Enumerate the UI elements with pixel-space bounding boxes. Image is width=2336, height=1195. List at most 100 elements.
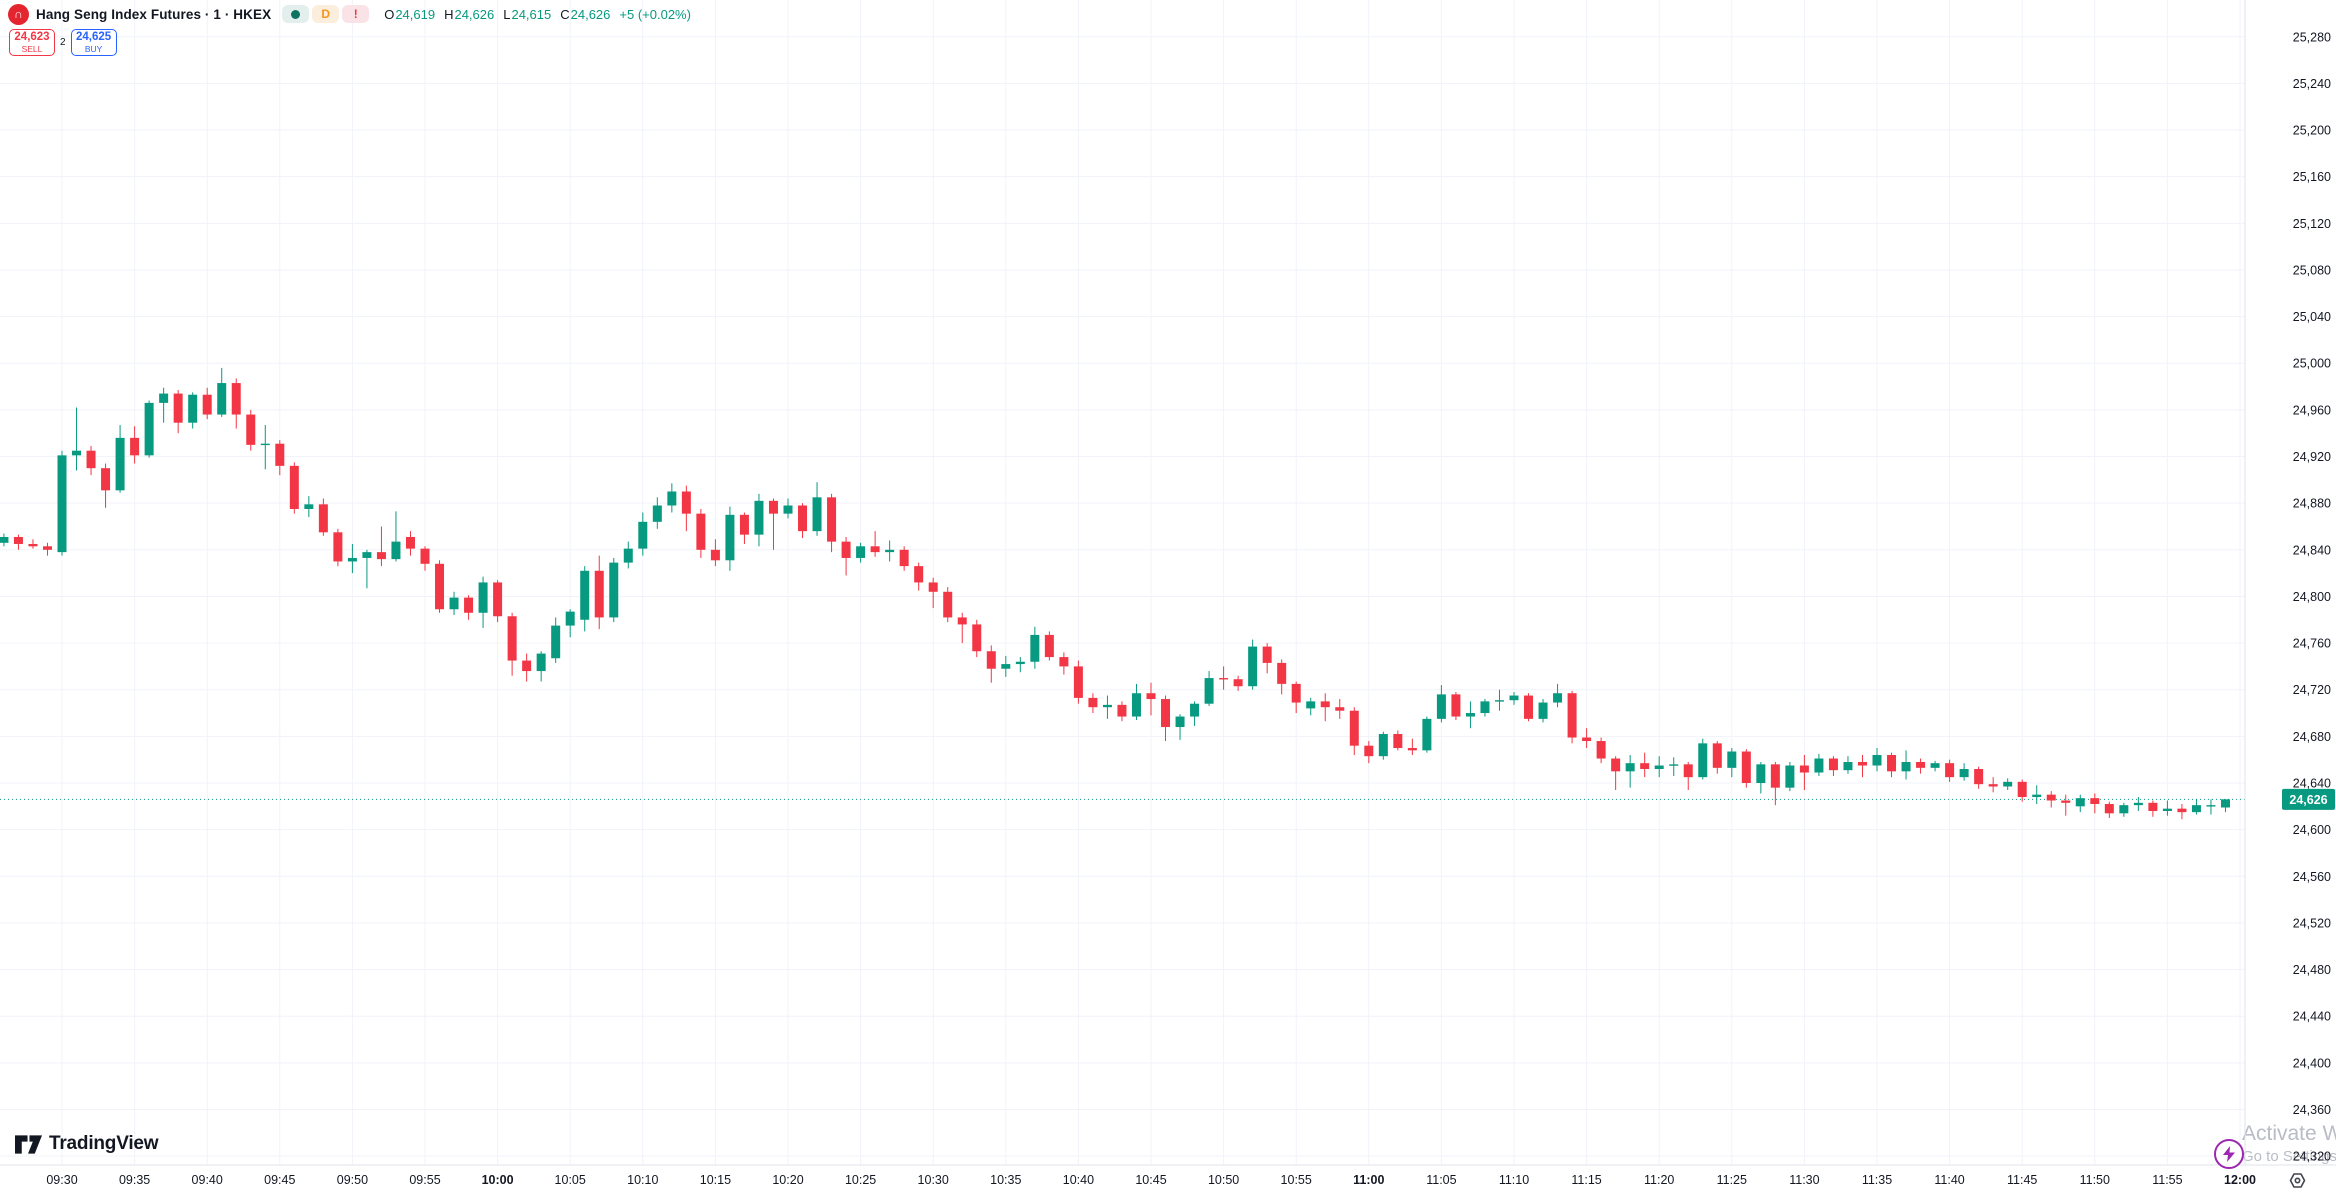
time-tick-label[interactable]: 12:00 — [2224, 1173, 2256, 1187]
price-tick-label[interactable]: 24,320 — [2293, 1150, 2331, 1164]
time-tick-label[interactable]: 10:55 — [1281, 1173, 1312, 1187]
price-tick-label[interactable]: 24,480 — [2293, 963, 2331, 977]
candle — [1131, 693, 1141, 717]
time-tick-label[interactable]: 11:40 — [1934, 1173, 1964, 1187]
price-tick-label[interactable]: 24,800 — [2293, 590, 2331, 604]
candle — [1945, 763, 1955, 778]
price-tick-label[interactable]: 25,000 — [2293, 357, 2331, 371]
price-tick-label[interactable]: 24,520 — [2293, 916, 2331, 930]
candle — [435, 563, 445, 610]
time-tick-label[interactable]: 10:45 — [1135, 1173, 1166, 1187]
market-status-dot-icon — [291, 9, 301, 19]
price-tick-label[interactable]: 24,680 — [2293, 730, 2331, 744]
price-tick-label[interactable]: 25,240 — [2293, 77, 2331, 91]
candle — [1756, 764, 1766, 783]
price-tick-label[interactable]: 24,920 — [2293, 450, 2331, 464]
candle — [754, 500, 764, 535]
time-tick-label[interactable]: 11:10 — [1499, 1173, 1529, 1187]
buy-label: BUY — [84, 44, 103, 54]
time-tick-label[interactable]: 11:55 — [2152, 1173, 2182, 1187]
candle — [405, 536, 415, 549]
close-label: C — [560, 6, 570, 22]
time-tick-label[interactable]: 11:35 — [1862, 1173, 1892, 1187]
candle — [1916, 762, 1926, 768]
symbol-title[interactable]: Hang Seng Index Futures · 1 · HKEX — [36, 6, 272, 22]
time-tick-label[interactable]: 10:10 — [627, 1173, 658, 1187]
time-tick-label[interactable]: 10:15 — [700, 1173, 731, 1187]
time-tick-label[interactable]: 09:40 — [192, 1173, 223, 1187]
candle — [304, 504, 314, 509]
price-tick-label[interactable]: 24,400 — [2293, 1056, 2331, 1070]
price-tick-label[interactable]: 24,360 — [2293, 1103, 2331, 1117]
price-tick-label[interactable]: 25,040 — [2293, 310, 2331, 324]
price-tick-label[interactable]: 24,720 — [2293, 683, 2331, 697]
candle — [2162, 808, 2172, 811]
candle — [2206, 805, 2216, 807]
time-tick-label[interactable]: 11:05 — [1426, 1173, 1456, 1187]
candle — [159, 393, 169, 403]
candle — [681, 491, 691, 514]
candle — [1277, 662, 1287, 684]
tradingview-logo-icon — [15, 1134, 42, 1154]
price-tick-label[interactable]: 24,440 — [2293, 1010, 2331, 1024]
time-tick-label[interactable]: 10:50 — [1208, 1173, 1239, 1187]
time-tick-label[interactable]: 11:20 — [1644, 1173, 1674, 1187]
low-label: L — [503, 6, 511, 22]
price-tick-label[interactable]: 24,760 — [2293, 637, 2331, 651]
buy-button[interactable]: 24,625 BUY — [70, 29, 117, 56]
time-tick-label[interactable]: 09:45 — [264, 1173, 295, 1187]
price-tick-label[interactable]: 25,080 — [2293, 263, 2331, 277]
market-status-badge[interactable] — [282, 5, 310, 23]
time-tick-label[interactable]: 10:00 — [482, 1173, 514, 1187]
price-tick-label[interactable]: 25,160 — [2293, 170, 2331, 184]
candle — [1378, 734, 1388, 757]
time-tick-label[interactable]: 09:35 — [119, 1173, 150, 1187]
time-tick-label[interactable]: 11:25 — [1717, 1173, 1747, 1187]
price-tick-label[interactable]: 24,880 — [2293, 497, 2331, 511]
candle — [812, 497, 822, 532]
price-scale-settings-button[interactable] — [2287, 1170, 2307, 1190]
time-tick-label[interactable]: 11:15 — [1571, 1173, 1601, 1187]
delayed-data-badge[interactable]: D — [312, 5, 340, 23]
candle — [449, 597, 459, 610]
candle — [289, 465, 299, 509]
price-tick-label[interactable]: 24,600 — [2293, 823, 2331, 837]
open-value: 24,619 — [395, 6, 436, 22]
price-tick-label[interactable]: 24,560 — [2293, 870, 2331, 884]
time-tick-label[interactable]: 10:05 — [555, 1173, 586, 1187]
price-tick-label[interactable]: 24,840 — [2293, 543, 2331, 557]
time-tick-label[interactable]: 11:30 — [1789, 1173, 1819, 1187]
trade-buttons-panel: 24,623 SELL 2 24,625 BUY — [9, 29, 117, 56]
symbol-logo-icon[interactable]: ∩ — [8, 3, 29, 25]
data-alert-badge[interactable]: ! — [342, 5, 370, 23]
candle — [1843, 762, 1853, 771]
price-tick-label[interactable]: 25,120 — [2293, 217, 2331, 231]
time-tick-label[interactable]: 10:20 — [772, 1173, 803, 1187]
time-tick-label[interactable]: 11:00 — [1353, 1173, 1384, 1187]
time-tick-label[interactable]: 10:30 — [918, 1173, 949, 1187]
time-tick-label[interactable]: 10:25 — [845, 1173, 876, 1187]
price-tick-label[interactable]: 25,280 — [2293, 30, 2331, 44]
time-tick-label[interactable]: 09:50 — [337, 1173, 368, 1187]
candle — [1407, 748, 1417, 751]
time-tick-label[interactable]: 11:45 — [2007, 1173, 2037, 1187]
time-tick-label[interactable]: 10:35 — [990, 1173, 1021, 1187]
time-tick-label[interactable]: 09:55 — [409, 1173, 440, 1187]
candle — [551, 625, 561, 659]
candle — [1364, 745, 1374, 757]
sell-button[interactable]: 24,623 SELL — [9, 29, 55, 56]
candle — [1204, 678, 1214, 704]
time-tick-label[interactable]: 10:40 — [1063, 1173, 1094, 1187]
price-tick-label[interactable]: 24,960 — [2293, 403, 2331, 417]
candle — [1698, 743, 1708, 778]
time-tick-label[interactable]: 11:50 — [2080, 1173, 2110, 1187]
quick-trade-button[interactable] — [2214, 1139, 2244, 1169]
price-tick-label[interactable]: 24,640 — [2293, 777, 2331, 791]
tradingview-logo[interactable]: TradingView — [15, 1133, 159, 1155]
candle — [580, 570, 590, 620]
price-tick-label[interactable]: 25,200 — [2293, 124, 2331, 138]
candle — [1073, 666, 1083, 698]
candle — [565, 611, 575, 626]
time-tick-label[interactable]: 09:30 — [46, 1173, 77, 1187]
